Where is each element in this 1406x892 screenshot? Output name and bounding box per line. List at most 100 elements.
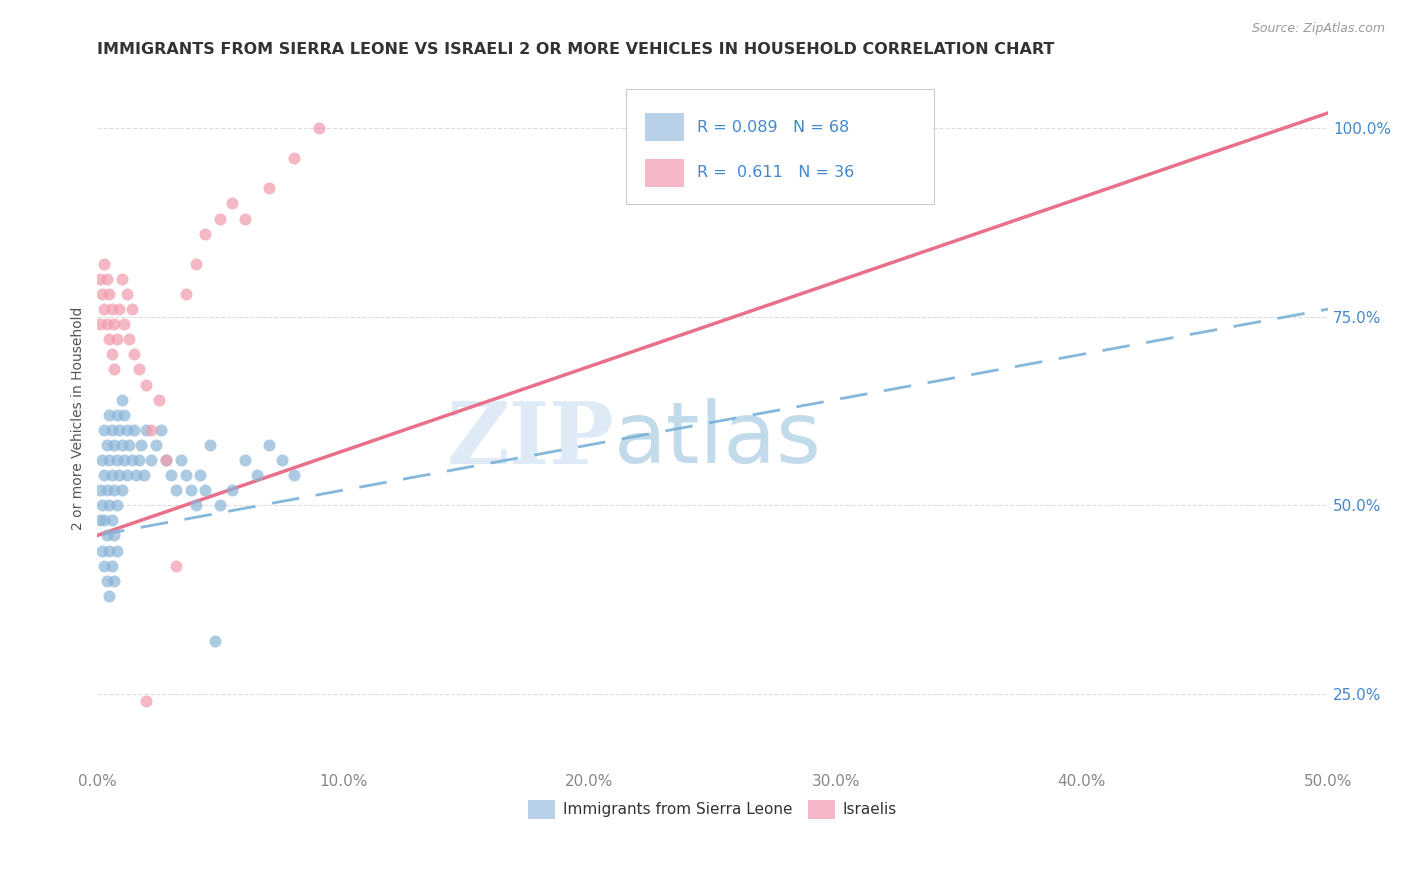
Point — [155, 453, 177, 467]
Point — [259, 438, 281, 452]
Point — [111, 272, 134, 286]
Point — [122, 347, 145, 361]
Point — [165, 558, 187, 573]
Point — [105, 408, 128, 422]
Point — [246, 468, 269, 483]
Point — [170, 453, 193, 467]
Point — [91, 287, 114, 301]
Point — [194, 227, 217, 241]
Point — [233, 211, 256, 226]
Point — [135, 377, 157, 392]
Point — [101, 558, 124, 573]
Text: ZIP: ZIP — [446, 398, 614, 482]
Point — [91, 453, 114, 467]
Point — [101, 468, 124, 483]
FancyBboxPatch shape — [627, 88, 934, 204]
Point — [112, 317, 135, 331]
Point — [91, 543, 114, 558]
Point — [150, 423, 173, 437]
Text: Source: ZipAtlas.com: Source: ZipAtlas.com — [1251, 22, 1385, 36]
Point — [112, 453, 135, 467]
Point — [98, 589, 121, 603]
Point — [194, 483, 217, 497]
Point — [111, 392, 134, 407]
Point — [122, 423, 145, 437]
Point — [111, 483, 134, 497]
Point — [115, 287, 138, 301]
Point — [233, 453, 256, 467]
Point — [270, 453, 292, 467]
Point — [259, 181, 281, 195]
Point — [98, 453, 121, 467]
Point — [96, 317, 118, 331]
Point — [121, 302, 143, 317]
Point — [132, 468, 155, 483]
Point — [98, 332, 121, 346]
Text: R =  0.611   N = 36: R = 0.611 N = 36 — [696, 165, 853, 180]
Point — [96, 574, 118, 588]
Point — [128, 362, 150, 376]
Point — [98, 543, 121, 558]
Legend: Immigrants from Sierra Leone, Israelis: Immigrants from Sierra Leone, Israelis — [522, 794, 904, 825]
Point — [221, 483, 243, 497]
Point — [103, 362, 125, 376]
Point — [112, 408, 135, 422]
Point — [145, 438, 167, 452]
FancyBboxPatch shape — [645, 113, 685, 141]
Point — [221, 196, 243, 211]
Point — [135, 423, 157, 437]
Point — [96, 438, 118, 452]
Y-axis label: 2 or more Vehicles in Household: 2 or more Vehicles in Household — [72, 307, 86, 530]
Point — [118, 438, 141, 452]
Point — [174, 287, 197, 301]
Point — [105, 543, 128, 558]
Point — [101, 513, 124, 527]
Point — [160, 468, 183, 483]
Point — [105, 453, 128, 467]
Point — [204, 634, 226, 648]
Point — [155, 453, 177, 467]
Point — [141, 453, 163, 467]
Point — [89, 272, 111, 286]
Point — [105, 498, 128, 512]
Point — [103, 483, 125, 497]
Point — [103, 574, 125, 588]
Point — [125, 468, 148, 483]
Point — [93, 513, 115, 527]
Point — [96, 528, 118, 542]
Point — [184, 257, 207, 271]
Point — [121, 453, 143, 467]
Point — [103, 528, 125, 542]
Point — [184, 498, 207, 512]
Point — [283, 151, 305, 165]
Point — [115, 468, 138, 483]
Point — [98, 408, 121, 422]
Point — [111, 438, 134, 452]
Point — [89, 513, 111, 527]
Point — [118, 332, 141, 346]
Point — [93, 302, 115, 317]
Point — [103, 438, 125, 452]
Text: IMMIGRANTS FROM SIERRA LEONE VS ISRAELI 2 OR MORE VEHICLES IN HOUSEHOLD CORRELAT: IMMIGRANTS FROM SIERRA LEONE VS ISRAELI … — [97, 42, 1054, 57]
Point — [101, 302, 124, 317]
Point — [115, 423, 138, 437]
Point — [89, 317, 111, 331]
Point — [93, 257, 115, 271]
Point — [135, 694, 157, 708]
Point — [128, 453, 150, 467]
Point — [93, 468, 115, 483]
Point — [200, 438, 222, 452]
Point — [91, 498, 114, 512]
Point — [93, 558, 115, 573]
Point — [283, 468, 305, 483]
Point — [209, 498, 232, 512]
Point — [108, 302, 131, 317]
Point — [93, 423, 115, 437]
Point — [148, 392, 170, 407]
Point — [89, 483, 111, 497]
Point — [209, 211, 232, 226]
Point — [101, 423, 124, 437]
Point — [98, 287, 121, 301]
Point — [180, 483, 202, 497]
Point — [96, 272, 118, 286]
